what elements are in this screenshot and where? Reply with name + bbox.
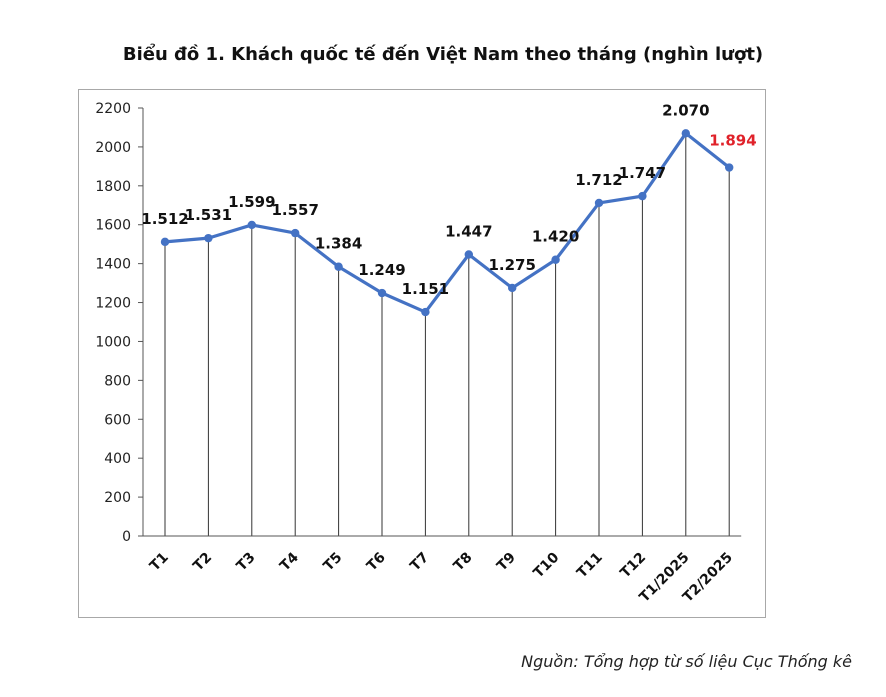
drop-lines bbox=[164, 133, 730, 536]
data-label: 1.531 bbox=[185, 206, 232, 224]
x-tick-label: T11 bbox=[574, 550, 606, 582]
data-label: 1.249 bbox=[358, 261, 405, 279]
data-label: 1.151 bbox=[402, 280, 449, 298]
data-point bbox=[334, 262, 343, 271]
y-tick-label: 2000 bbox=[95, 140, 131, 156]
data-point bbox=[681, 129, 690, 138]
y-tick-label: 1200 bbox=[95, 296, 131, 312]
x-tick-label: T12 bbox=[617, 550, 649, 582]
y-tick-label: 600 bbox=[104, 412, 131, 428]
y-tick-label: 2200 bbox=[95, 101, 131, 117]
x-tick-label: T4 bbox=[277, 549, 302, 574]
data-point bbox=[464, 250, 473, 259]
data-point bbox=[204, 233, 213, 243]
data-point bbox=[291, 228, 300, 238]
data-label: 1.557 bbox=[271, 201, 318, 219]
data-label: 1.384 bbox=[315, 235, 362, 253]
x-tick-label: T5 bbox=[320, 550, 345, 575]
source-note: Nguồn: Tổng hợp từ số liệu Cục Thống kê bbox=[521, 652, 852, 671]
data-point bbox=[160, 237, 170, 247]
data-point bbox=[551, 255, 560, 264]
data-point bbox=[725, 163, 734, 172]
y-tick-label: 0 bbox=[122, 529, 131, 545]
x-tick-label: T10 bbox=[531, 549, 563, 581]
x-axis: T1 T2 T3 T4 T5 T6 T7 T8 T9 T10 T11 T12T1/2025T2/202… bbox=[143, 535, 742, 606]
data-label: 1.894 bbox=[709, 132, 756, 150]
data-label: 1.747 bbox=[619, 164, 666, 182]
data-label: 1.599 bbox=[228, 193, 275, 211]
x-tick-label: T7 bbox=[407, 550, 432, 575]
series-polyline bbox=[163, 131, 731, 314]
x-tick-label: T1 bbox=[147, 550, 172, 575]
data-label: 1.512 bbox=[141, 210, 188, 228]
data-label: 2.070 bbox=[662, 101, 709, 119]
y-tick-label: 1000 bbox=[95, 334, 131, 350]
data-point bbox=[377, 288, 387, 298]
data-label: 1.712 bbox=[575, 171, 622, 189]
x-tick-label: T3 bbox=[234, 550, 259, 575]
y-tick-label: 400 bbox=[104, 451, 131, 467]
chart-frame bbox=[78, 89, 766, 618]
data-point bbox=[508, 283, 517, 293]
y-tick-label: 200 bbox=[104, 490, 131, 506]
data-point bbox=[638, 191, 647, 201]
x-tick-label: T2 bbox=[190, 550, 215, 575]
data-points bbox=[160, 129, 734, 317]
y-tick-label: 1800 bbox=[95, 179, 131, 195]
x-tick-label: T8 bbox=[451, 550, 476, 575]
y-axis: 0 200 400 600 800 1000 1200 1400 1600 1800 2000 220… bbox=[95, 101, 144, 545]
data-label: 1.447 bbox=[445, 222, 492, 240]
data-label: 1.275 bbox=[488, 256, 535, 274]
x-tick-label: T6 bbox=[364, 550, 389, 575]
y-tick-label: 1600 bbox=[95, 218, 131, 234]
chart-title: Biểu đồ 1. Khách quốc tế đến Việt Nam th… bbox=[122, 44, 764, 65]
data-point bbox=[247, 220, 256, 230]
x-tick-label: T9 bbox=[494, 550, 519, 575]
y-tick-label: 800 bbox=[104, 373, 131, 389]
series-line bbox=[163, 131, 731, 314]
y-tick-label: 1400 bbox=[95, 257, 131, 273]
data-point bbox=[421, 307, 430, 317]
data-label: 1.420 bbox=[532, 228, 579, 246]
data-point bbox=[594, 198, 604, 208]
